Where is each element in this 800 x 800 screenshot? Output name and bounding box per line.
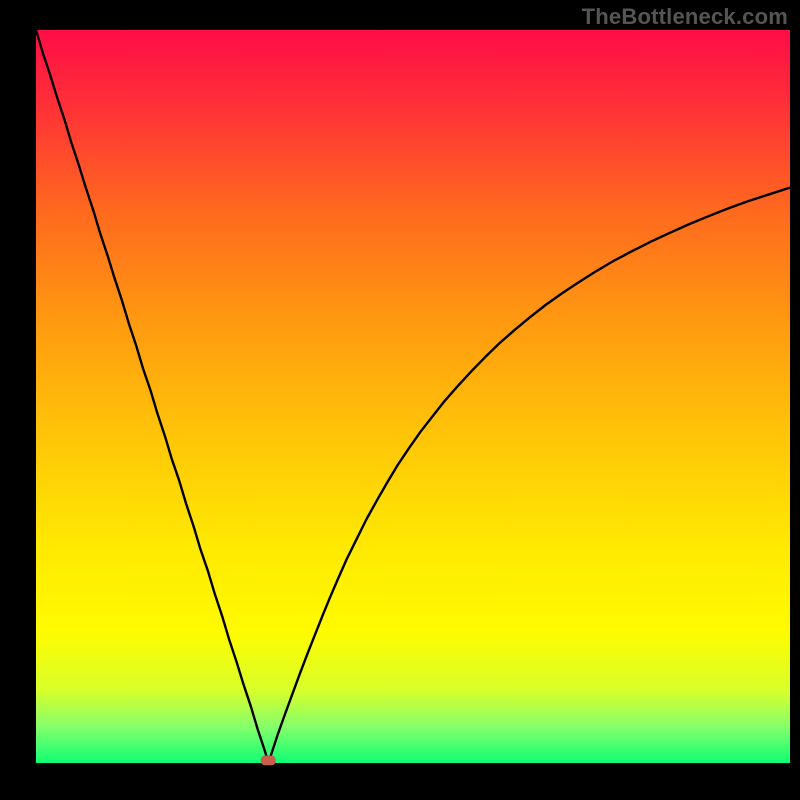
bottleneck-marker <box>261 756 276 766</box>
watermark-text: TheBottleneck.com <box>582 4 788 30</box>
bottleneck-chart <box>0 0 800 800</box>
chart-container: TheBottleneck.com <box>0 0 800 800</box>
plot-background <box>36 30 790 763</box>
